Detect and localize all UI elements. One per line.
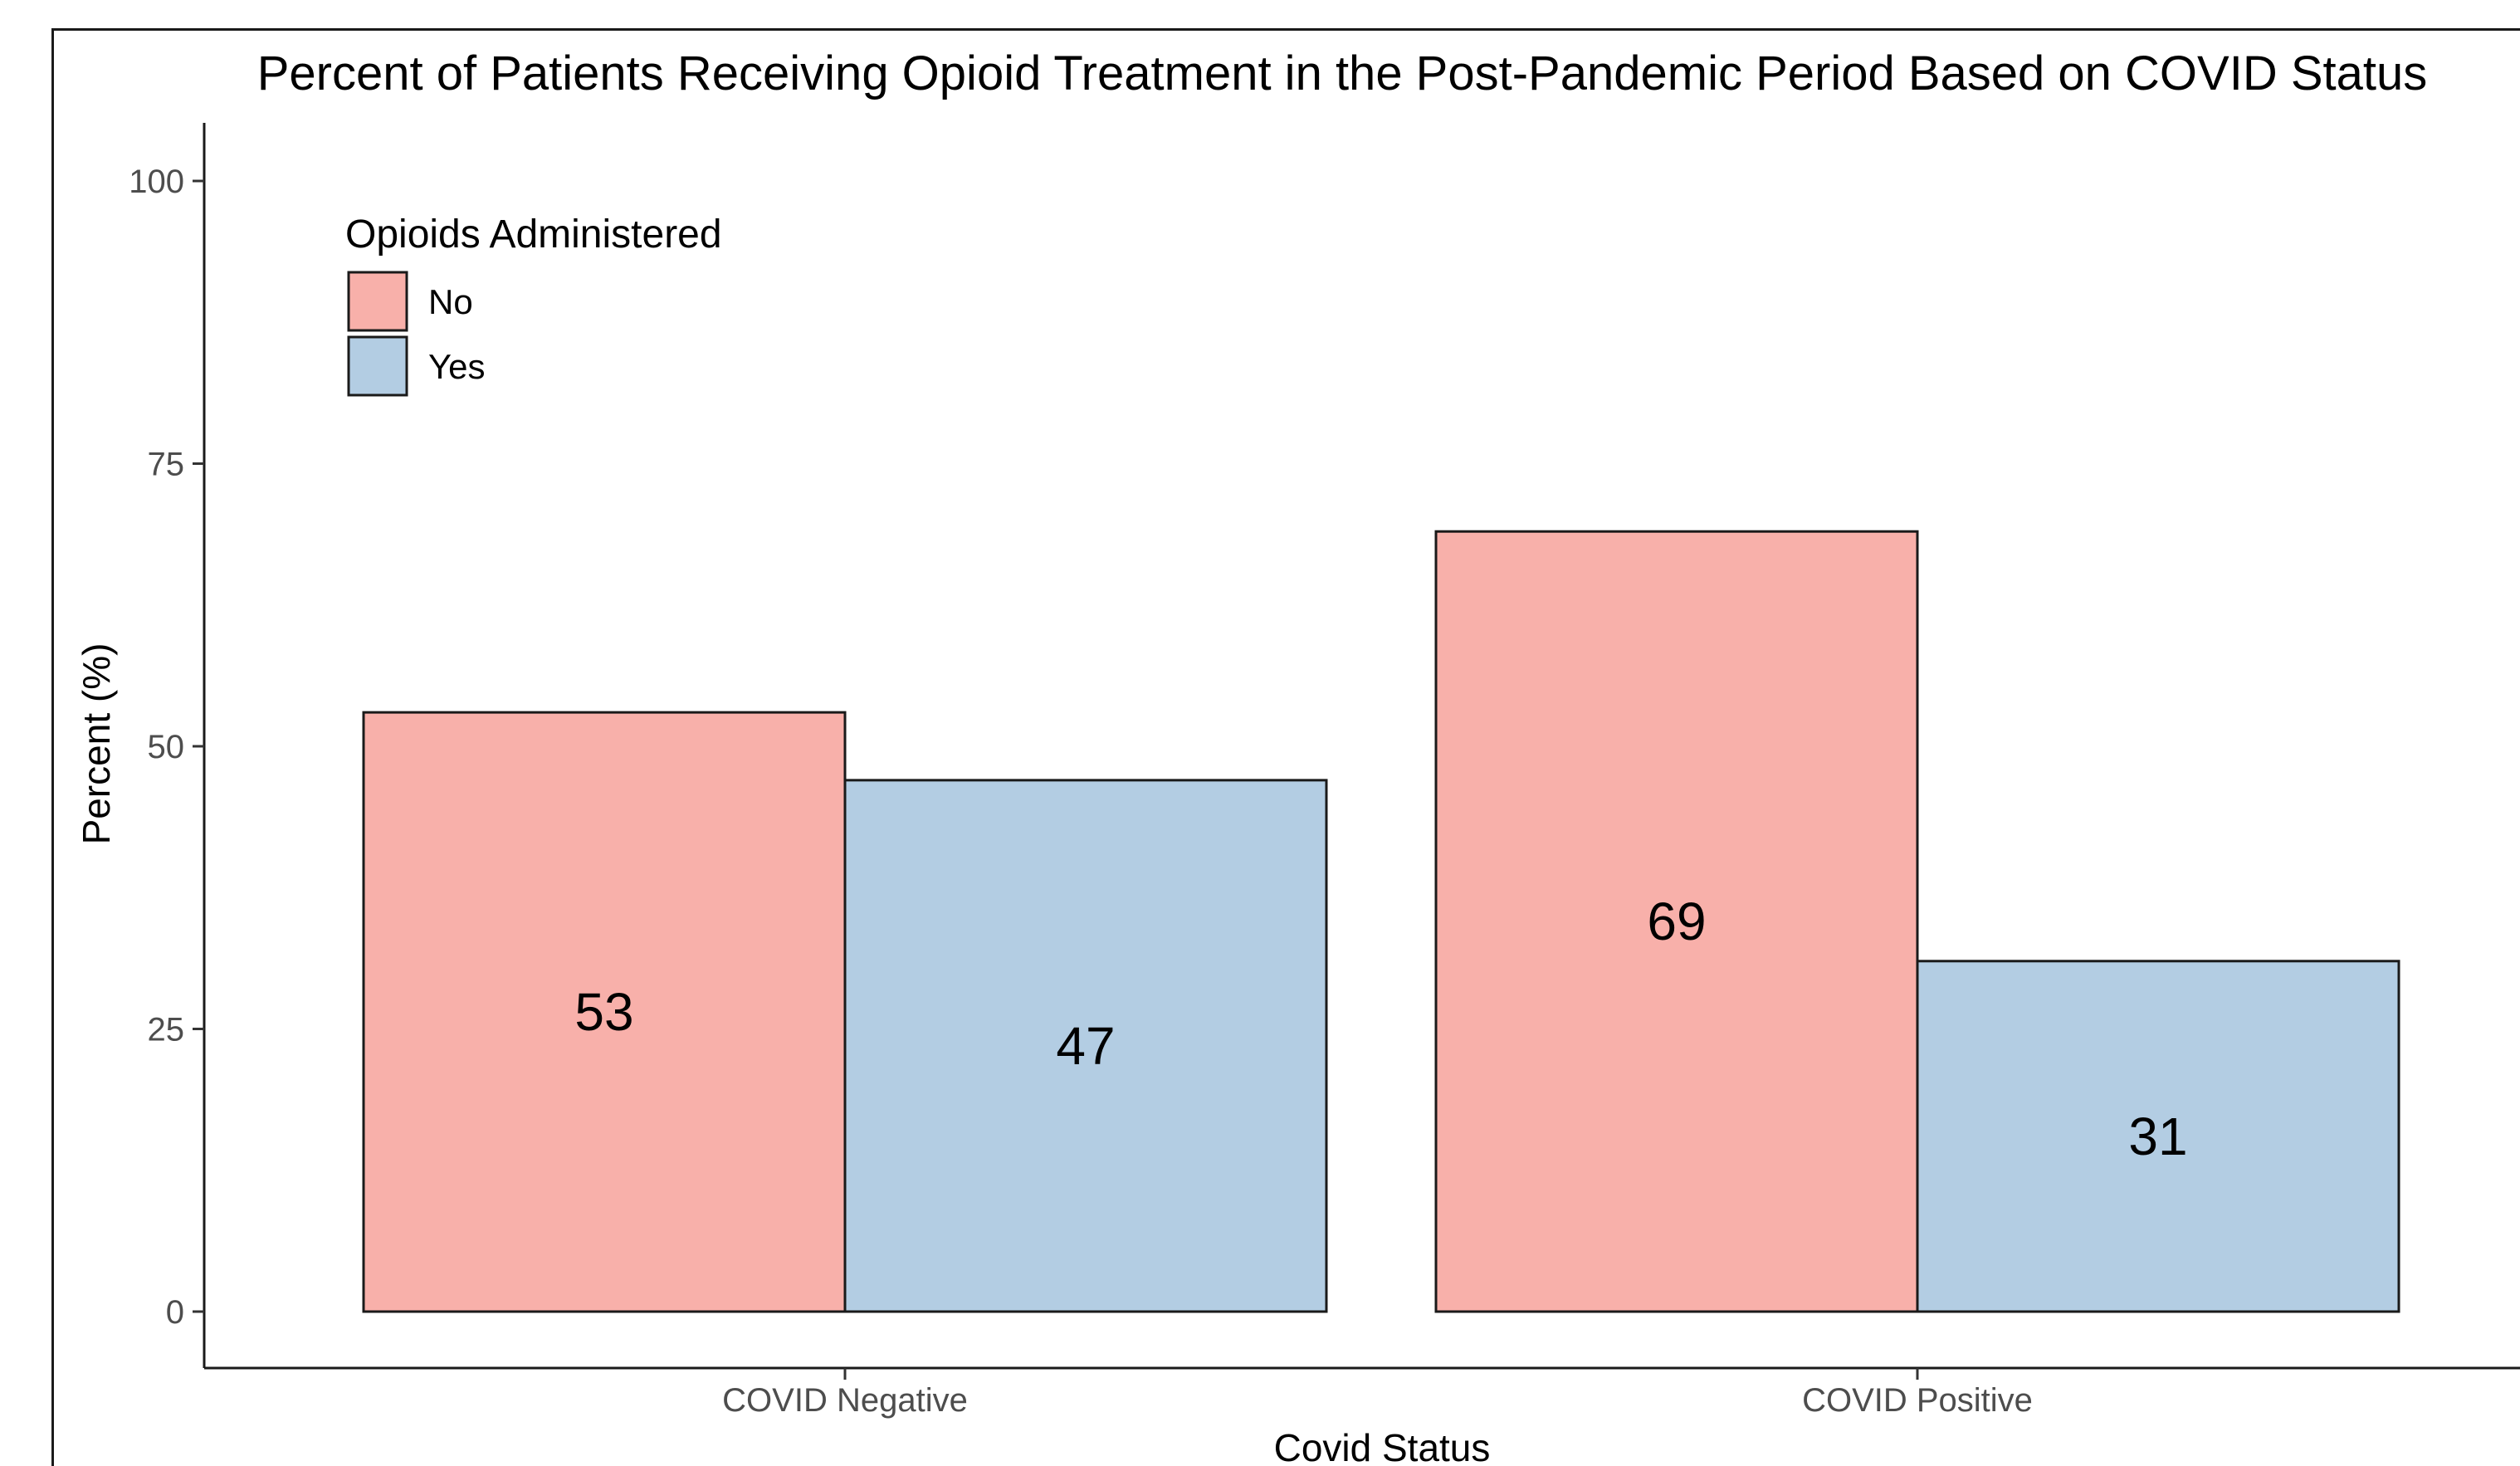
bar	[362, 711, 847, 1313]
y-tick-label: 50	[148, 729, 185, 765]
x-tick-label: COVID Negative	[722, 1382, 968, 1419]
axes: 0 25 50 75 100 COVID Negative COVID Positive	[129, 123, 2520, 1419]
legend-title: Opioids Administered	[345, 213, 722, 257]
legend: Opioids Administered No Yes	[345, 213, 722, 397]
bar-labels: 53 47 69 31	[574, 892, 2187, 1166]
chart-title: Percent of Patients Receiving Opioid Tre…	[257, 46, 2428, 100]
y-axis-title: Percent (%)	[75, 643, 118, 845]
bar-value-label: 47	[1056, 1016, 1115, 1076]
legend-label: No	[428, 282, 473, 321]
bars	[362, 530, 2400, 1313]
y-tick-label: 75	[148, 447, 185, 483]
legend-label: Yes	[428, 347, 486, 386]
x-tick-label: COVID Positive	[1802, 1382, 2033, 1419]
y-tick-label: 0	[166, 1294, 184, 1331]
bar-value-label: 31	[2128, 1107, 2187, 1166]
bar	[1434, 530, 1919, 1313]
x-axis-title: Covid Status	[1274, 1426, 1491, 1466]
bar-value-label: 53	[574, 982, 633, 1042]
y-tick-label: 100	[129, 164, 184, 200]
legend-key	[347, 335, 408, 397]
legend-key	[347, 271, 408, 332]
y-tick-label: 25	[148, 1012, 185, 1048]
bar	[1916, 960, 2400, 1313]
bar-value-label: 69	[1647, 892, 1706, 951]
bar	[843, 779, 1328, 1313]
